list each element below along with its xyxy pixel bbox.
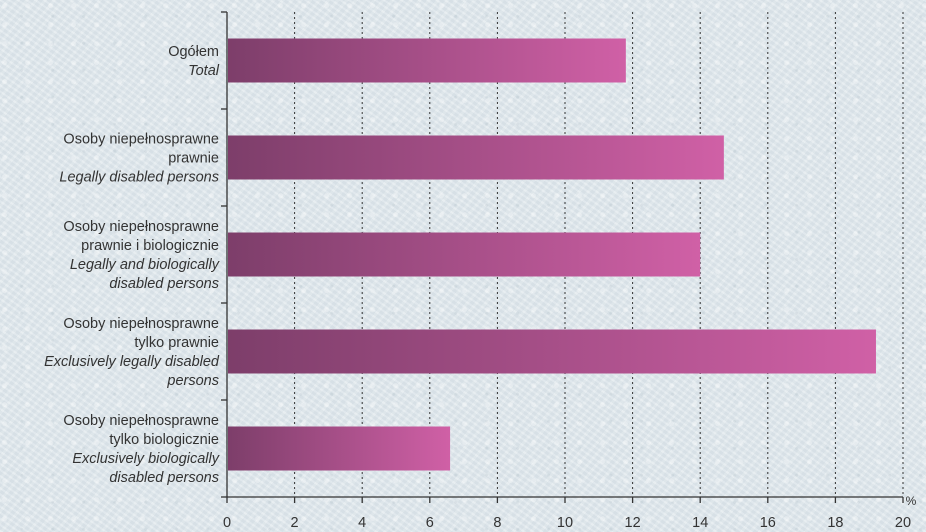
bar-3 (228, 329, 876, 374)
x-unit-label: % (906, 494, 917, 508)
category-label-2-line-1: prawnie i biologicznie (81, 238, 219, 254)
category-label-4-line-3: disabled persons (109, 470, 219, 486)
x-tick-label-4: 4 (358, 515, 366, 531)
category-label-3-line-2: Exclusively legally disabled (44, 354, 220, 370)
category-label-2-line-2: Legally and biologically (70, 257, 220, 273)
x-tick-label-18: 18 (827, 515, 843, 531)
x-tick-label-16: 16 (760, 515, 776, 531)
category-label-1-line-0: Osoby niepełnosprawne (63, 132, 219, 148)
x-tick-labels: 0 2 4 6 8 10 12 14 16 18 20 (223, 515, 911, 531)
category-label-3-line-3: persons (166, 373, 219, 389)
x-tick-label-2: 2 (291, 515, 299, 531)
category-label-4-line-2: Exclusively biologically (72, 451, 219, 467)
category-label-3-line-1: tylko prawnie (134, 335, 219, 351)
bar-1 (228, 135, 724, 180)
category-label-2-line-0: Osoby niepełnosprawne (63, 219, 219, 235)
bar-4 (228, 426, 451, 471)
category-label-0-line-1: Total (188, 63, 220, 79)
category-label-1-line-2: Legally disabled persons (59, 170, 219, 186)
gridlines (294, 12, 904, 497)
axes (221, 11, 904, 503)
x-tick-label-20: 20 (895, 515, 911, 531)
category-labels: Ogółem Total Osoby niepełnosprawne prawnie L… (44, 44, 220, 486)
category-label-2-line-3: disabled persons (109, 276, 219, 292)
bars (228, 38, 876, 471)
x-tick-label-8: 8 (493, 515, 501, 531)
x-tick-label-0: 0 (223, 515, 231, 531)
bar-2 (228, 232, 701, 277)
category-label-0-line-0: Ogółem (168, 44, 219, 60)
category-label-4-line-1: tylko biologicznie (109, 432, 219, 448)
x-tick-label-10: 10 (557, 515, 573, 531)
category-label-4-line-0: Osoby niepełnosprawne (63, 413, 219, 429)
x-tick-label-12: 12 (625, 515, 641, 531)
x-tick-label-14: 14 (692, 515, 708, 531)
category-label-3-line-0: Osoby niepełnosprawne (63, 316, 219, 332)
bar-0 (228, 38, 626, 83)
x-tick-label-6: 6 (426, 515, 434, 531)
category-label-1-line-1: prawnie (168, 151, 219, 167)
